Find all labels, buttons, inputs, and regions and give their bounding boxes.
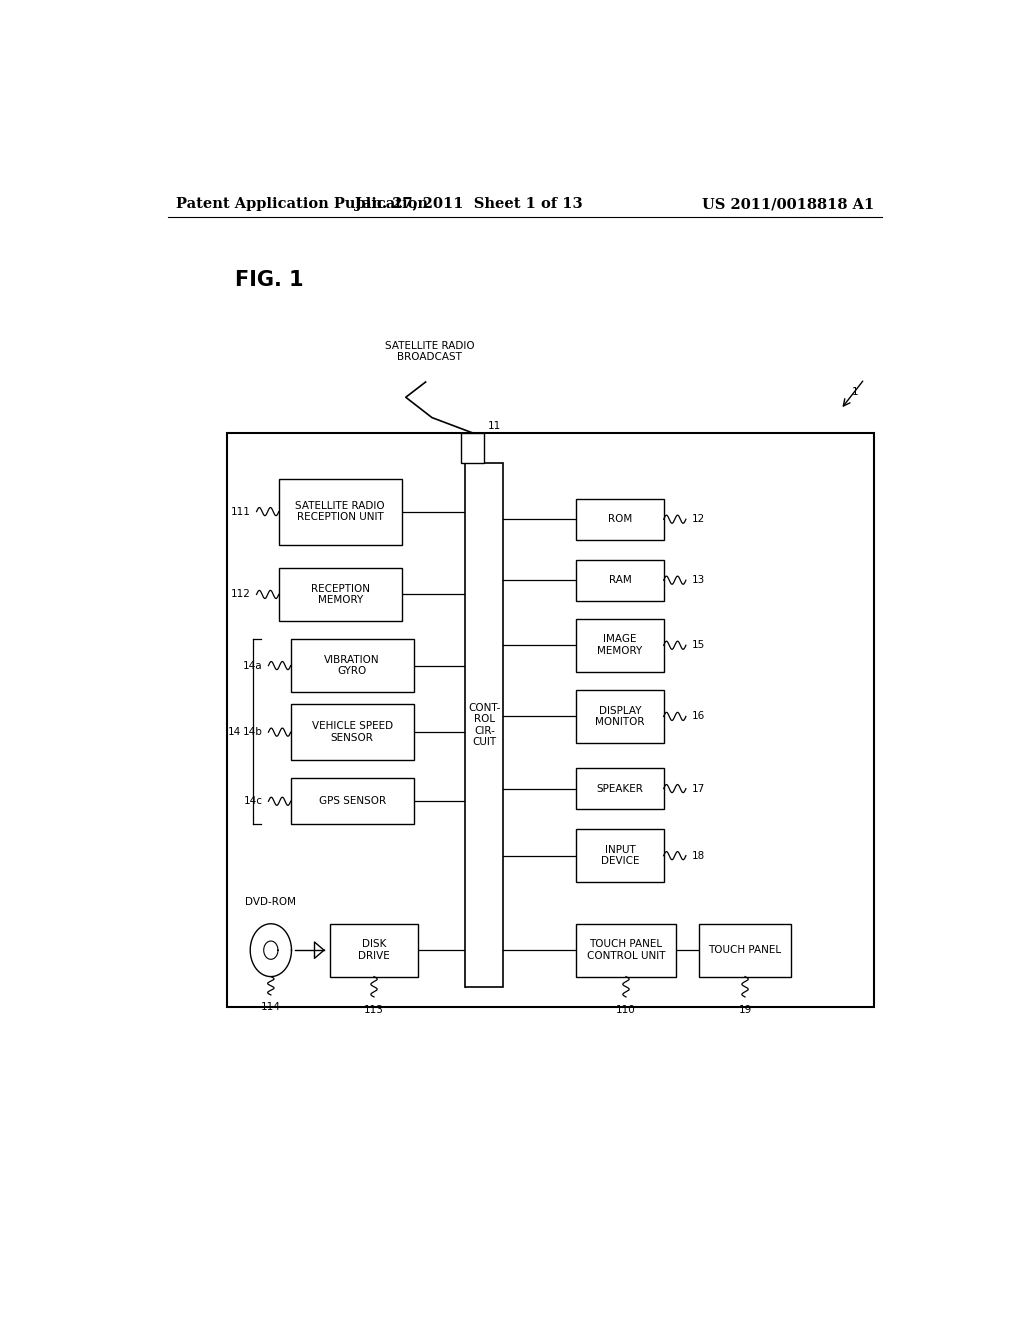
Text: 14a: 14a xyxy=(244,660,263,671)
Text: FIG. 1: FIG. 1 xyxy=(236,271,304,290)
Bar xyxy=(461,433,484,463)
Bar xyxy=(577,768,664,809)
Bar xyxy=(291,779,414,824)
Text: RAM: RAM xyxy=(608,576,632,585)
Text: SPEAKER: SPEAKER xyxy=(597,784,643,793)
Bar xyxy=(699,924,791,977)
Text: 1: 1 xyxy=(852,387,858,397)
Text: 19: 19 xyxy=(738,1005,752,1015)
Text: TOUCH PANEL
CONTROL UNIT: TOUCH PANEL CONTROL UNIT xyxy=(587,940,666,961)
Text: RECEPTION
MEMORY: RECEPTION MEMORY xyxy=(311,583,370,606)
Bar xyxy=(291,639,414,692)
Bar xyxy=(577,560,664,601)
Text: DVD-ROM: DVD-ROM xyxy=(246,898,296,907)
Text: 14b: 14b xyxy=(243,727,263,737)
Text: VIBRATION
GYRO: VIBRATION GYRO xyxy=(325,655,380,676)
Bar xyxy=(577,829,664,882)
Text: IMAGE
MEMORY: IMAGE MEMORY xyxy=(597,635,643,656)
Text: INPUT
DEVICE: INPUT DEVICE xyxy=(601,845,639,866)
Text: 112: 112 xyxy=(231,590,251,599)
Text: 16: 16 xyxy=(692,711,706,722)
Text: Jan. 27, 2011  Sheet 1 of 13: Jan. 27, 2011 Sheet 1 of 13 xyxy=(355,197,583,211)
Text: VEHICLE SPEED
SENSOR: VEHICLE SPEED SENSOR xyxy=(311,721,393,743)
Text: 11: 11 xyxy=(488,421,502,430)
Text: DISPLAY
MONITOR: DISPLAY MONITOR xyxy=(595,706,645,727)
Text: 17: 17 xyxy=(692,784,706,793)
Text: 14: 14 xyxy=(227,726,241,737)
Text: 114: 114 xyxy=(261,1002,281,1012)
Text: 110: 110 xyxy=(616,1005,636,1015)
Text: SATELLITE RADIO
RECEPTION UNIT: SATELLITE RADIO RECEPTION UNIT xyxy=(296,500,385,523)
Text: TOUCH PANEL: TOUCH PANEL xyxy=(709,945,781,956)
Text: US 2011/0018818 A1: US 2011/0018818 A1 xyxy=(701,197,873,211)
Text: 12: 12 xyxy=(692,515,706,524)
Text: Patent Application Publication: Patent Application Publication xyxy=(176,197,428,211)
Text: 18: 18 xyxy=(692,850,706,861)
Bar xyxy=(577,619,664,672)
Bar xyxy=(279,479,401,545)
Text: ROM: ROM xyxy=(608,515,632,524)
Text: 14c: 14c xyxy=(244,796,263,807)
Text: 13: 13 xyxy=(692,576,706,585)
Text: 15: 15 xyxy=(692,640,706,651)
Bar xyxy=(291,704,414,760)
Bar xyxy=(577,499,664,540)
Text: DISK
DRIVE: DISK DRIVE xyxy=(358,940,390,961)
Bar xyxy=(331,924,418,977)
Text: SATELLITE RADIO
BROADCAST: SATELLITE RADIO BROADCAST xyxy=(385,341,474,362)
Bar xyxy=(227,433,873,1007)
Text: 113: 113 xyxy=(365,1005,384,1015)
Bar xyxy=(279,568,401,620)
Bar xyxy=(465,463,504,987)
Text: 111: 111 xyxy=(231,507,251,516)
Text: GPS SENSOR: GPS SENSOR xyxy=(318,796,386,807)
Bar xyxy=(577,690,664,743)
Bar xyxy=(577,924,676,977)
Text: CONT-
ROL
CIR-
CUIT: CONT- ROL CIR- CUIT xyxy=(468,702,501,747)
